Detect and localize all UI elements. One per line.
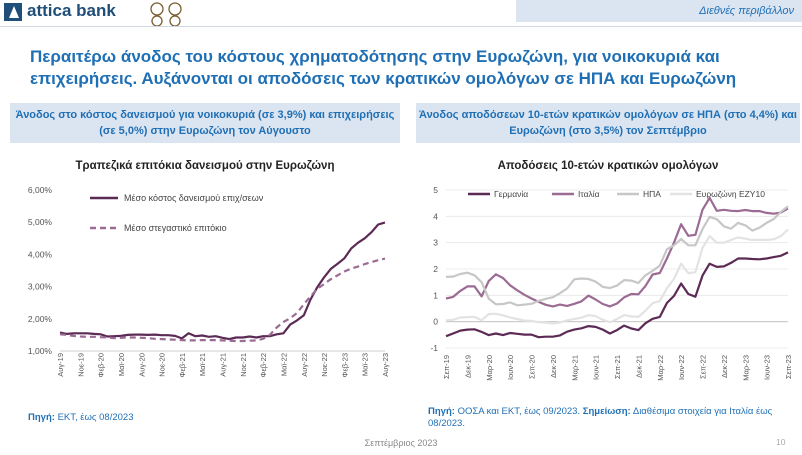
y-tick-label: 2 <box>433 264 438 274</box>
x-tick-label: Ιουν-20 <box>506 355 515 380</box>
x-tick-label: Σεπ-19 <box>442 355 451 379</box>
right-source: Πηγή: ΟΟΣΑ και ΕΚΤ, έως 09/2023. Σημείωσ… <box>428 406 800 430</box>
left-source-label: Πηγή: <box>28 412 55 423</box>
series-line-1 <box>445 251 789 339</box>
x-tick-label: Αυγ-19 <box>56 353 65 377</box>
attica-bank-logo-icon <box>4 3 22 21</box>
bank-logo-text: attica bank <box>27 1 116 20</box>
x-tick-label: Νοε-20 <box>158 353 167 377</box>
x-tick-label: Δεκ-19 <box>463 355 472 378</box>
x-tick-label: Νοε-22 <box>320 353 329 377</box>
x-tick-label: Μαϊ-21 <box>198 353 207 376</box>
x-tick-label: Μαρ-22 <box>656 355 665 381</box>
y-tick-label: 4,00% <box>28 249 53 259</box>
x-tick-label: Μαϊ-20 <box>117 353 126 376</box>
x-tick-label: Αυγ-20 <box>137 353 146 377</box>
iobe-logo <box>148 1 184 27</box>
x-tick-label: Αυγ-23 <box>381 353 390 377</box>
series-line-2 <box>59 257 386 343</box>
y-tick-label: 1,00% <box>28 346 53 356</box>
x-tick-label: Σεπ-21 <box>613 355 622 379</box>
right-note-text: Διαθέσιμα στοιχεία για Ιταλία έως 08/202… <box>428 406 773 429</box>
x-tick-label: Ιουν-23 <box>763 355 772 380</box>
bond-yields-chart: -1 0 1 2 3 4 5 Σεπ-19 Δεκ-19 Μαρ-20 Ιουν-20 Σεπ-20 Δ… <box>430 185 793 381</box>
y-tick-label: 5 <box>433 185 438 195</box>
x-tick-label: Δεκ-20 <box>549 355 558 378</box>
x-tick-label: Δεκ-22 <box>720 355 729 378</box>
x-tick-label: Μαϊ-23 <box>361 353 370 376</box>
x-tick-label: Μαρ-20 <box>485 355 494 381</box>
legend-label: Μέσο στεγαστικό επιτόκιο <box>124 223 227 233</box>
left-source: Πηγή: ΕΚΤ, έως 08/2023 <box>28 412 398 424</box>
right-subhead: Άνοδος αποδόσεων 10-ετών κρατικών ομολόγ… <box>416 103 800 143</box>
y-tick-label: 3,00% <box>28 282 53 292</box>
y-tick-label: 6,00% <box>28 185 53 195</box>
x-tick-label: Ιουν-22 <box>677 355 686 380</box>
y-tick-label: 3 <box>433 238 438 248</box>
series-line-1 <box>59 221 386 341</box>
header-divider <box>0 26 802 27</box>
x-tick-label: Φεβ-21 <box>178 353 187 377</box>
legend-label: Γερμανία <box>494 189 528 199</box>
loan-rates-chart: 1,00% 2,00% 3,00% 4,00% 5,00% 6,00% Αυγ-19 Νοε-… <box>28 185 390 377</box>
footer-date: Σεπτέμβριος 2023 <box>364 438 438 448</box>
x-tick-label: Αυγ-22 <box>300 353 309 377</box>
x-tick-label: Μαρ-21 <box>570 355 579 381</box>
right-source-label: Πηγή: <box>428 406 455 417</box>
x-tick-label: Φεβ-23 <box>340 353 349 377</box>
x-tick-label: Φεβ-22 <box>259 353 268 377</box>
legend-label: Μέσο κόστος δανεισμού επιχ/σεων <box>124 193 264 203</box>
iobe-logo-icon <box>150 2 182 27</box>
left-chart-title: Τραπεζικά επιτόκια δανεισμού στην Ευρωζώ… <box>75 160 335 172</box>
legend-label: ΗΠΑ <box>643 189 661 199</box>
x-tick-label: Νοε-21 <box>239 353 248 377</box>
page-number: 10 <box>776 437 786 447</box>
y-tick-label: 4 <box>433 211 438 221</box>
right-chart-title: Αποδόσεις 10-ετών κρατικών ομολόγων <box>497 160 719 172</box>
x-tick-label: Αυγ-21 <box>219 353 228 377</box>
x-tick-label: Σεπ-20 <box>528 355 537 379</box>
y-tick-label: 1 <box>433 290 438 300</box>
legend-label: Ευρωζώνη ΕΖΥ10 <box>696 189 765 199</box>
x-tick-label: Σεπ-22 <box>699 355 708 379</box>
x-tick-label: Φεβ-20 <box>97 353 106 377</box>
y-tick-label: 0 <box>433 317 438 327</box>
y-tick-label: -1 <box>430 343 438 353</box>
x-tick-label: Νοε-19 <box>76 353 85 377</box>
left-source-text: ΕΚΤ, έως 08/2023 <box>57 412 134 423</box>
series-line-4 <box>445 228 789 325</box>
series-line-2 <box>445 196 789 308</box>
right-note-label: Σημείωση: <box>582 406 631 417</box>
x-tick-label: Σεπ-23 <box>784 355 793 379</box>
series-line-3 <box>445 205 789 307</box>
y-tick-label: 5,00% <box>28 217 53 227</box>
x-tick-label: Μαϊ-22 <box>279 353 288 376</box>
x-tick-label: Ιουν-21 <box>592 355 601 380</box>
y-tick-label: 2,00% <box>28 314 53 324</box>
left-subhead: Άνοδος στο κόστος δανεισμού για νοικοκυρ… <box>10 103 400 143</box>
legend-label: Ιταλία <box>578 189 600 199</box>
section-tag: Διεθνές περιβάλλον <box>516 0 802 22</box>
page-title: Περαιτέρω άνοδος του κόστους χρηματοδότη… <box>30 47 737 88</box>
right-source-text: ΟΟΣΑ και ΕΚΤ, έως 09/2023. <box>457 406 581 417</box>
x-tick-label: Μαρ-23 <box>741 355 750 381</box>
x-tick-label: Δεκ-21 <box>634 355 643 378</box>
